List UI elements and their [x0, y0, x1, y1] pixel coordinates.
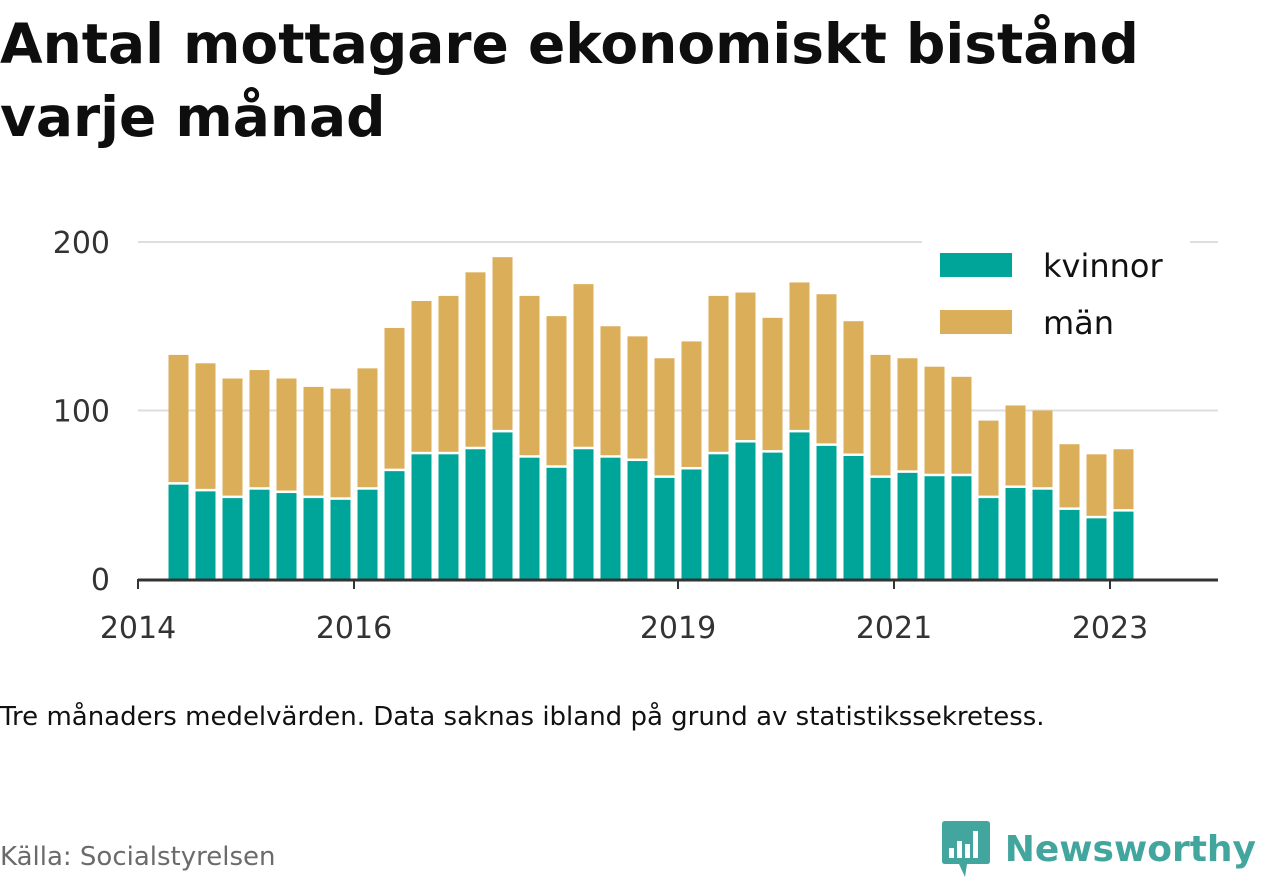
- brand-name: Newsworthy: [1004, 828, 1256, 870]
- bar-kvinnor: [384, 471, 405, 579]
- bar-män: [600, 326, 621, 456]
- bar-män: [276, 378, 297, 491]
- bar-män: [1005, 405, 1026, 486]
- bar-män: [384, 327, 405, 469]
- bar-män: [735, 292, 756, 441]
- chart-title: Antal mottagare ekonomiskt bistånd varje…: [0, 12, 1139, 149]
- stacked-bar-chart: 0 100 200 2014 2016 2019 2021 2023 kvinnor män: [53, 226, 1218, 646]
- bar-kvinnor: [816, 445, 837, 579]
- bar-kvinnor: [546, 467, 567, 579]
- bar-kvinnor: [222, 498, 243, 579]
- bar-män: [978, 420, 999, 496]
- bar-kvinnor: [600, 457, 621, 579]
- axes: 0 100 200 2014 2016 2019 2021 2023: [53, 226, 1218, 646]
- bar-kvinnor: [654, 477, 675, 579]
- bar-kvinnor: [1059, 509, 1080, 579]
- bar-kvinnor: [978, 498, 999, 579]
- bar-män: [168, 354, 189, 483]
- legend-swatch-kvinnor: [940, 253, 1012, 277]
- bar-män: [546, 316, 567, 466]
- bar-män: [627, 336, 648, 459]
- bar-kvinnor: [573, 449, 594, 579]
- legend: kvinnor män: [922, 240, 1190, 348]
- bar-kvinnor: [708, 454, 729, 579]
- bar-män: [222, 378, 243, 496]
- legend-label-kvinnor: kvinnor: [1043, 247, 1164, 285]
- bar-män: [654, 358, 675, 476]
- bar-män: [843, 321, 864, 454]
- x-tick-label: 2019: [640, 611, 716, 646]
- bar-kvinnor: [357, 489, 378, 579]
- legend-label-män: män: [1043, 304, 1114, 342]
- bar-kvinnor: [735, 442, 756, 579]
- bar-kvinnor: [411, 454, 432, 579]
- bar-kvinnor: [168, 484, 189, 579]
- bar-män: [330, 388, 351, 498]
- bar-kvinnor: [1086, 518, 1107, 579]
- x-tick-label: 2016: [316, 611, 392, 646]
- bar-kvinnor: [627, 461, 648, 579]
- bar-kvinnor: [249, 489, 270, 579]
- x-tick-label: 2014: [100, 611, 176, 646]
- bar-kvinnor: [465, 449, 486, 579]
- y-tick-label: 200: [53, 226, 110, 261]
- bar-män: [870, 354, 891, 476]
- bar-kvinnor: [762, 452, 783, 579]
- bar-män: [789, 282, 810, 430]
- bar-män: [303, 386, 324, 496]
- bar-kvinnor: [330, 499, 351, 579]
- y-tick-label: 0: [91, 563, 110, 598]
- bar-män: [681, 341, 702, 467]
- bar-kvinnor: [492, 432, 513, 579]
- bar-kvinnor: [303, 498, 324, 579]
- bar-män: [924, 366, 945, 474]
- bar-kvinnor: [276, 493, 297, 579]
- bar-män: [1113, 449, 1134, 510]
- bar-män: [249, 370, 270, 488]
- bar-män: [951, 376, 972, 474]
- bar-män: [411, 300, 432, 452]
- bar-män: [1032, 410, 1053, 488]
- bar-kvinnor: [870, 477, 891, 579]
- chart-note: Tre månaders medelvärden. Data saknas ib…: [0, 702, 1045, 732]
- bar-kvinnor: [951, 476, 972, 579]
- bar-kvinnor: [897, 472, 918, 579]
- bar-män: [195, 363, 216, 489]
- bar-kvinnor: [843, 455, 864, 579]
- bar-män: [816, 294, 837, 444]
- bars: [168, 257, 1134, 579]
- bar-män: [438, 295, 459, 452]
- bar-kvinnor: [1113, 511, 1134, 579]
- bar-kvinnor: [519, 457, 540, 579]
- bar-kvinnor: [924, 476, 945, 579]
- bar-kvinnor: [681, 469, 702, 579]
- bar-kvinnor: [1005, 488, 1026, 579]
- bar-kvinnor: [438, 454, 459, 579]
- bar-chart-speech-bubble-icon: [941, 821, 990, 877]
- bar-män: [897, 358, 918, 471]
- x-tick-label: 2021: [856, 611, 932, 646]
- bar-kvinnor: [789, 432, 810, 579]
- bar-män: [1059, 444, 1080, 508]
- x-tick-label: 2023: [1072, 611, 1148, 646]
- bar-kvinnor: [195, 491, 216, 579]
- brand-logo: Newsworthy: [941, 818, 1256, 880]
- bar-män: [357, 368, 378, 488]
- bar-män: [708, 295, 729, 452]
- legend-swatch-män: [940, 310, 1012, 334]
- bar-män: [573, 284, 594, 447]
- y-tick-label: 100: [53, 395, 110, 430]
- bar-män: [762, 317, 783, 451]
- bar-män: [1086, 454, 1107, 516]
- bar-män: [492, 257, 513, 430]
- bar-män: [465, 272, 486, 447]
- source-credit: Källa: Socialstyrelsen: [0, 842, 276, 872]
- bar-kvinnor: [1032, 489, 1053, 579]
- bar-män: [519, 295, 540, 456]
